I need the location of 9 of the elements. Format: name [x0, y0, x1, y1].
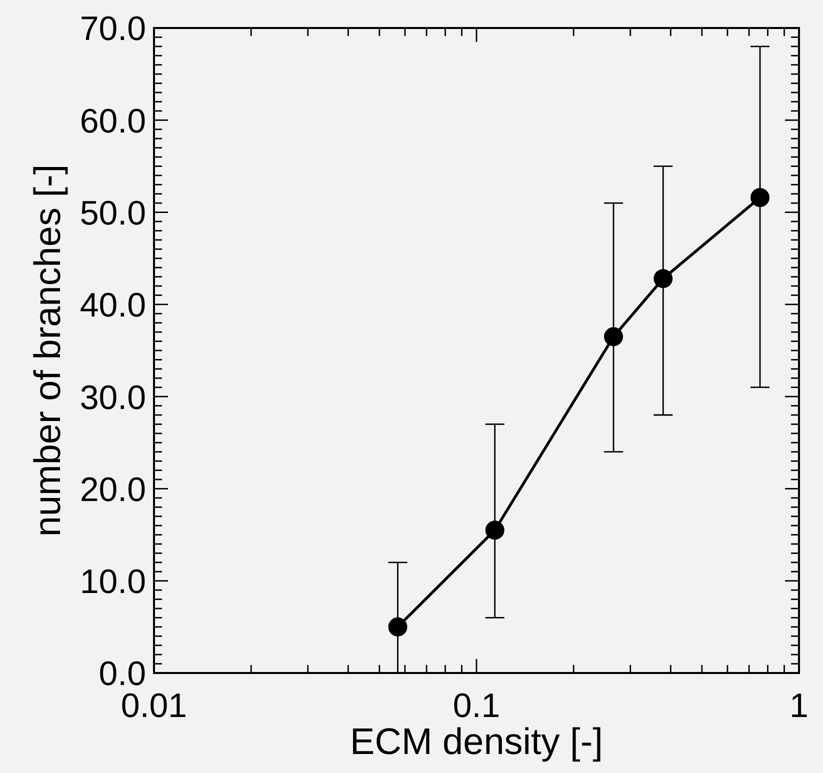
y-tick-label: 50.0: [80, 194, 146, 233]
y-axis-title: number of branches [-]: [27, 164, 68, 537]
y-tick-label: 40.0: [80, 286, 146, 325]
x-tick-label: 1: [790, 687, 808, 725]
y-tick-label: 20.0: [80, 470, 146, 509]
y-tick-label: 30.0: [80, 378, 146, 417]
y-tick-label: 10.0: [80, 563, 146, 602]
y-tick-label: 60.0: [80, 102, 146, 140]
y-tick-label: 70.0: [80, 10, 146, 48]
